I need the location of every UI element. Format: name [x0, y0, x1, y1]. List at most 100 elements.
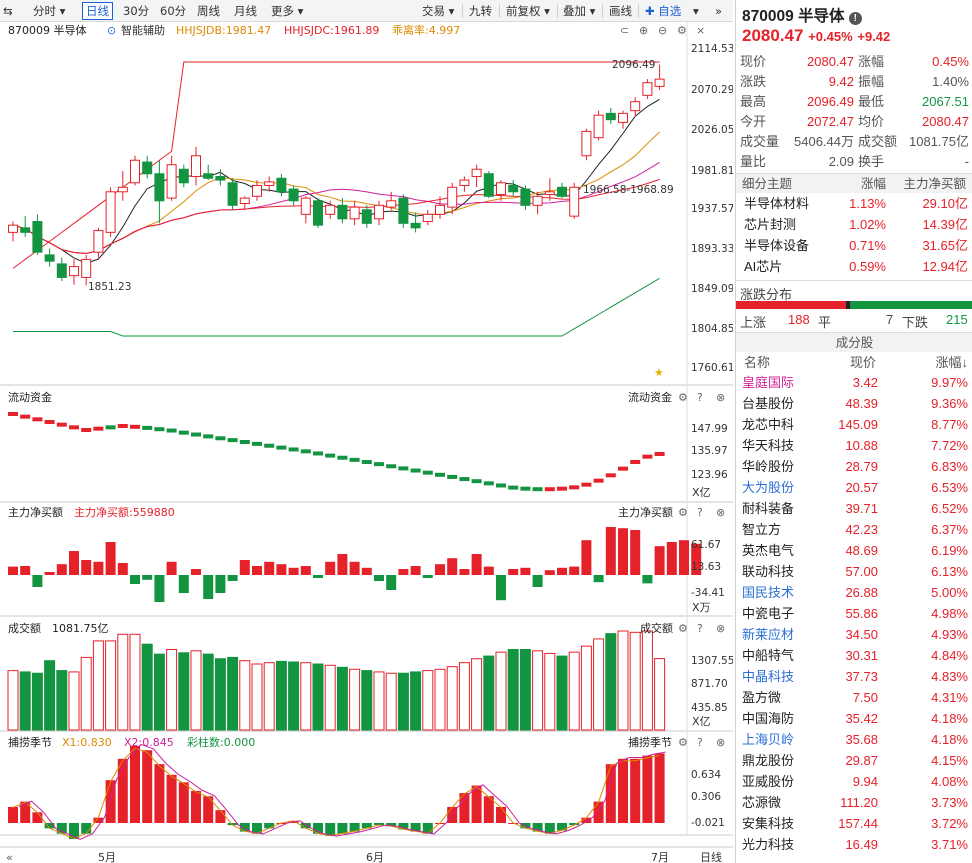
flow-bar — [508, 485, 519, 490]
tab-monthly[interactable]: 月线 — [234, 4, 257, 18]
tab-intraday[interactable]: 分时 ▾ — [33, 4, 66, 18]
gear-icon[interactable]: ⚙ — [678, 622, 688, 635]
nine-turn-button[interactable]: 九转 — [469, 4, 492, 18]
constituent-row[interactable]: 国民技术 26.88 5.00% — [742, 585, 968, 600]
net-buy-bar — [349, 561, 360, 575]
constituent-row[interactable]: 龙芯中科 145.09 8.77% — [742, 417, 968, 432]
constituent-row[interactable]: 耐科装备 39.71 6.52% — [742, 501, 968, 516]
help-icon[interactable]: ? — [697, 391, 703, 404]
candle-body — [410, 222, 421, 229]
constituent-row[interactable]: 新莱应材 34.50 4.93% — [742, 627, 968, 642]
expand-left-icon[interactable]: ⇆ — [3, 4, 13, 18]
volume-bar — [654, 658, 666, 731]
constituent-row[interactable]: 中晶科技 37.73 4.83% — [742, 669, 968, 684]
volume-bar — [568, 651, 580, 731]
gear-icon[interactable]: ⚙ — [678, 736, 688, 749]
net-buy-bar — [105, 542, 116, 575]
candle-body — [191, 155, 201, 177]
constituent-row[interactable]: 盈方微 7.50 4.31% — [742, 690, 968, 705]
constituent-row[interactable]: 智立方 42.23 6.37% — [742, 522, 968, 537]
constituent-row[interactable]: 中船特气 30.31 4.84% — [742, 648, 968, 663]
chevron-down-icon[interactable]: ▾ — [693, 4, 699, 18]
subtheme-row[interactable]: AI芯片 0.59% 12.94亿 — [744, 259, 968, 274]
capture-bar — [654, 753, 665, 823]
constituent-row[interactable]: 大为股份 20.57 6.53% — [742, 480, 968, 495]
tab-weekly[interactable]: 周线 — [197, 4, 220, 18]
kline-chart[interactable]: 870009 半导体 ⊙ 智能辅助 HHJSJDB:1981.47 HHJSJD… — [0, 22, 733, 863]
subtheme-row[interactable]: 半导体材料 1.13% 29.10亿 — [744, 196, 968, 211]
candle-body — [32, 221, 43, 253]
panel-icons[interactable]: ⊂ ⊕ ⊖ ⚙ × ⚙? ⊗ ⚙? ⊗ ⚙? ⊗ ⚙? ⊗ ★ — [620, 24, 725, 749]
volume-bar — [410, 671, 422, 731]
settings-icon[interactable]: ⚙ — [677, 24, 687, 37]
price-tick: 1893.33 — [691, 243, 733, 255]
quote-row: 现价 2080.47 涨幅 0.45% — [740, 54, 969, 69]
flow-bar — [532, 487, 543, 492]
help-icon[interactable]: ? — [697, 622, 703, 635]
candle-body — [215, 175, 226, 181]
capture-title-right: 捕捞季节 — [628, 735, 672, 749]
subtheme-row[interactable]: 芯片封测 1.02% 14.39亿 — [744, 217, 968, 232]
constituent-row[interactable]: 皇庭国际 3.42 9.97% — [742, 375, 968, 390]
net-value: 主力净买额:559880 — [74, 505, 175, 519]
volume-bar — [105, 640, 117, 731]
flow-bar — [154, 427, 165, 432]
volume-bar — [117, 633, 129, 731]
constituent-row[interactable]: 联动科技 57.00 6.13% — [742, 564, 968, 579]
constituent-row[interactable]: 英杰电气 48.69 6.19% — [742, 543, 968, 558]
subtheme-row[interactable]: 半导体设备 0.71% 31.65亿 — [744, 238, 968, 253]
price-tick: 2070.29 — [691, 84, 733, 96]
constituent-row[interactable]: 亚威股份 9.94 4.08% — [742, 774, 968, 789]
volume-bar — [141, 643, 153, 731]
help-icon[interactable]: ? — [697, 506, 703, 519]
constituent-row[interactable]: 台基股份 48.39 9.36% — [742, 396, 968, 411]
constituent-row[interactable]: 中国海防 35.42 4.18% — [742, 711, 968, 726]
add-watchlist-button[interactable]: ✚ 自选 — [645, 4, 682, 18]
volume-bar — [556, 655, 568, 731]
tab-60min[interactable]: 60分 — [160, 4, 187, 18]
gear-icon[interactable]: ⚙ — [678, 506, 688, 519]
flow-bar — [483, 481, 494, 486]
tab-daily[interactable]: 日线 — [82, 2, 113, 20]
close-panel-icon[interactable]: ⊗ — [716, 506, 725, 519]
close-panel-icon[interactable]: ⊗ — [716, 736, 725, 749]
overlay-menu[interactable]: 叠加 ▾ — [563, 4, 596, 18]
flow-bar — [605, 473, 616, 478]
trade-menu[interactable]: 交易 ▾ — [422, 4, 455, 18]
close-panel-icon[interactable]: ⊗ — [716, 622, 725, 635]
tab-30min[interactable]: 30分 — [123, 4, 150, 18]
collapse-right-icon[interactable]: » — [715, 4, 723, 18]
constituent-row[interactable]: 鼎龙股份 29.87 4.15% — [742, 753, 968, 768]
volume-bar — [532, 650, 544, 731]
close-panel-icon[interactable]: ⊗ — [716, 391, 725, 404]
capture-bar — [557, 823, 567, 831]
draw-line-button[interactable]: 画线 — [609, 4, 632, 18]
volume-bar — [519, 648, 531, 731]
constituents-header[interactable]: 名称 现价 涨幅↓ — [744, 355, 968, 370]
net-buy-bar — [93, 561, 104, 575]
help-icon[interactable]: ? — [697, 736, 703, 749]
constituent-row[interactable]: 华岭股份 28.79 6.83% — [742, 459, 968, 474]
constituent-row[interactable]: 光力科技 16.49 3.71% — [742, 837, 968, 852]
volume-bar — [629, 631, 641, 731]
adjust-menu[interactable]: 前复权 ▾ — [506, 4, 550, 18]
constituent-row[interactable]: 安集科技 157.44 3.72% — [742, 816, 968, 831]
gear-icon[interactable]: ⚙ — [678, 391, 688, 404]
net-buy-bar — [215, 575, 226, 593]
price-line: 2080.47 +0.45% +9.42 — [742, 26, 891, 45]
zoom-out-icon[interactable]: ⊖ — [658, 24, 667, 37]
constituent-row[interactable]: 上海贝岭 35.68 4.18% — [742, 732, 968, 747]
net-buy-bar — [593, 575, 604, 583]
net-buy-bar — [264, 561, 275, 575]
zoom-in-icon[interactable]: ⊕ — [639, 24, 648, 37]
flow-bar — [178, 430, 189, 435]
constituent-row[interactable]: 芯源微 111.20 3.73% — [742, 795, 968, 810]
constituent-row[interactable]: 中瓷电子 55.86 4.98% — [742, 606, 968, 621]
candle-body — [252, 184, 262, 197]
back-icon[interactable]: ⊂ — [620, 24, 629, 37]
tab-more[interactable]: 更多 ▾ — [271, 4, 304, 18]
constituent-row[interactable]: 华天科技 10.88 7.72% — [742, 438, 968, 453]
price-tick: 1849.09 — [691, 283, 733, 295]
close-icon[interactable]: × — [696, 24, 705, 37]
candle-body — [142, 161, 153, 175]
